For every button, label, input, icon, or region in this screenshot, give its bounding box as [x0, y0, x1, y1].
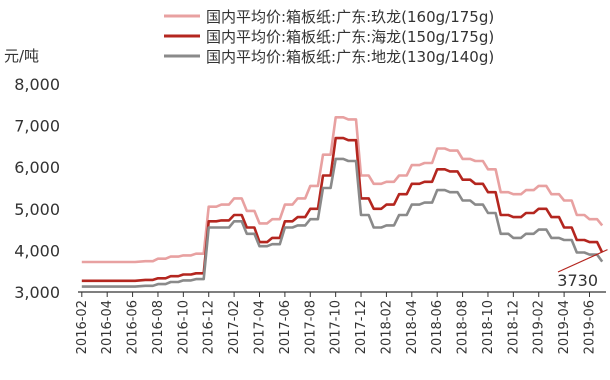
- x-tick-label: 2018-08: [456, 300, 471, 354]
- x-tick-label: 2018-12: [506, 300, 521, 354]
- series-line-1: [81, 116, 604, 264]
- annotation-value: 3730: [557, 271, 598, 290]
- y-tick-label: 8,000: [14, 75, 60, 94]
- series-line-2: [81, 136, 604, 283]
- x-tick-label: 2017-04: [253, 300, 268, 354]
- legend-label-2: 国内平均价:箱板纸:广东:海龙(150g/175g): [206, 28, 494, 46]
- x-tick-label: 2017-10: [329, 300, 344, 354]
- legend: 国内平均价:箱板纸:广东:玖龙(160g/175g) 国内平均价:箱板纸:广东:海…: [164, 8, 494, 66]
- series-line-3: [81, 157, 604, 288]
- x-tick-label: 2019-06: [583, 300, 598, 354]
- x-tick-label: 2018-02: [379, 300, 394, 354]
- y-tick-label: 4,000: [14, 241, 60, 260]
- series-lines: [81, 116, 604, 288]
- x-tick-label: 2018-04: [405, 300, 420, 354]
- y-tick-label: 5,000: [14, 200, 60, 219]
- x-tick-label: 2017-06: [278, 300, 293, 354]
- y-tick-label: 3,000: [14, 283, 60, 302]
- x-tick-label: 2016-08: [151, 300, 166, 354]
- y-unit-label: 元/吨: [4, 47, 39, 65]
- x-tick-label: 2016-06: [126, 300, 141, 354]
- x-tick-label: 2017-08: [303, 300, 318, 354]
- x-tick-label: 2019-04: [557, 300, 572, 354]
- x-tick-label: 2018-10: [481, 300, 496, 354]
- x-tick-label: 2016-02: [75, 300, 90, 354]
- y-tick-label: 6,000: [14, 158, 60, 177]
- legend-label-1: 国内平均价:箱板纸:广东:玖龙(160g/175g): [206, 8, 494, 26]
- x-axis-ticks: 2016-02 2016-04 2016-06 2016-08 2016-10 2016-…: [75, 292, 598, 354]
- x-tick-label: 2018-06: [430, 300, 445, 354]
- x-tick-label: 2019-02: [532, 300, 547, 354]
- legend-label-3: 国内平均价:箱板纸:广东:地龙(130g/140g): [206, 48, 494, 66]
- x-tick-label: 2016-10: [176, 300, 191, 354]
- x-tick-label: 2017-12: [354, 300, 369, 354]
- x-tick-label: 2017-02: [227, 300, 242, 354]
- y-tick-label: 7,000: [14, 117, 60, 136]
- x-tick-label: 2016-04: [100, 300, 115, 354]
- y-axis-ticks: 3,000 4,000 5,000 6,000 7,000 8,000: [14, 75, 60, 302]
- annotation-leader-line: [557, 249, 608, 273]
- value-annotation: 3730: [557, 249, 608, 290]
- x-tick-label: 2016-12: [202, 300, 217, 354]
